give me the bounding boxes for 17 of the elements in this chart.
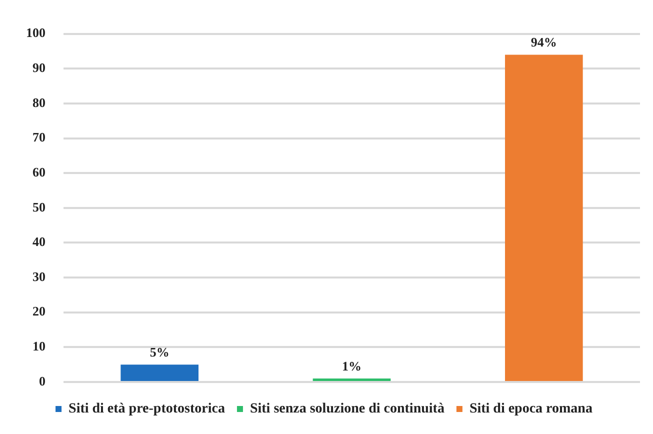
y-tick-label: 40 (32, 234, 46, 250)
y-tick-label: 100 (26, 25, 46, 40)
y-tick-label: 0 (39, 373, 46, 388)
data-label: 1% (342, 358, 362, 374)
y-tick-label: 60 (32, 164, 46, 180)
y-tick-label: 70 (32, 130, 46, 145)
y-tick-label: 10 (32, 338, 46, 354)
legend-label: Siti senza soluzione di continuità (250, 402, 444, 417)
y-tick-label: 20 (32, 304, 46, 319)
legend-label: Siti di epoca romana (469, 402, 592, 417)
data-label: 5% (150, 344, 170, 360)
legend-label: Siti di età pre-ptotostorica (68, 402, 225, 417)
y-tick-label: 30 (32, 268, 46, 284)
y-tick-label: 50 (32, 199, 46, 214)
y-tick-label: 90 (32, 60, 46, 75)
data-label: 94% (530, 34, 557, 50)
y-tick-label: 80 (32, 94, 46, 110)
